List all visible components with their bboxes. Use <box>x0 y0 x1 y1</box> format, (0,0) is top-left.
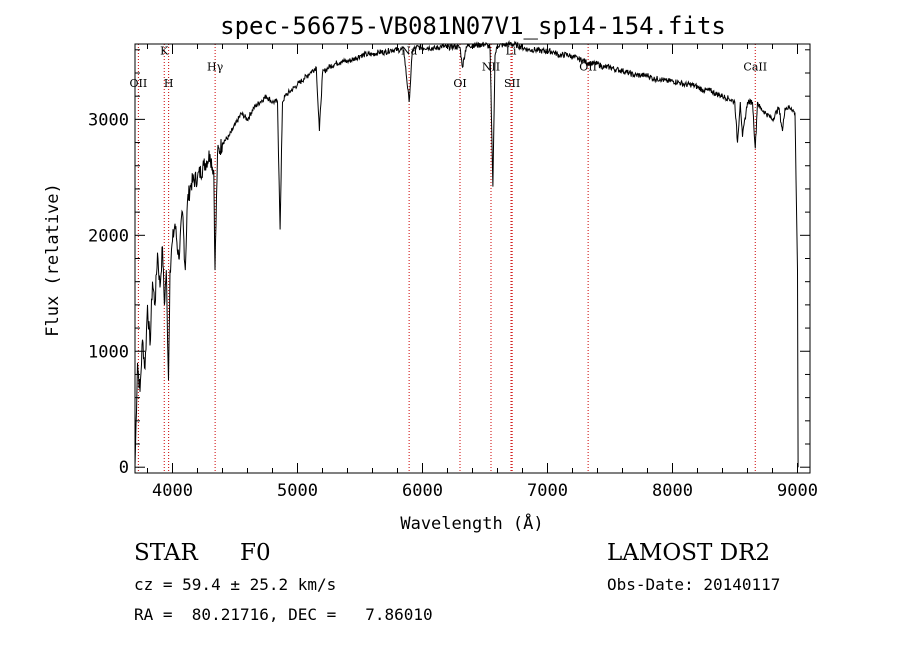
marker-label: Li <box>506 44 517 57</box>
spectrum-plot: spec-56675-VB081N07V1_sp14-154.fits OII K… <box>43 12 818 534</box>
x-tick-label: 9000 <box>777 481 818 501</box>
x-tick-label: 5000 <box>277 481 318 501</box>
marker-label: Hγ <box>207 61 224 74</box>
marker-label: CaII <box>743 61 767 74</box>
x-tick-label: 8000 <box>652 481 693 501</box>
spectrum-line <box>134 39 799 468</box>
marker-label: OII <box>130 77 148 90</box>
survey-name: LAMOST DR2 <box>607 540 771 566</box>
x-tick-label: 4000 <box>152 481 193 501</box>
spectrum-series <box>134 39 799 468</box>
y-tick-label: 2000 <box>88 226 129 246</box>
marker-label: K <box>160 44 169 57</box>
y-axis-ticks: 0 1000 2000 3000 <box>88 49 810 478</box>
coordinates: RA = 80.21716, DEC = 7.86010 <box>134 605 433 624</box>
observation-date: Obs-Date: 20140117 <box>607 575 781 594</box>
marker-label: NII <box>482 61 500 74</box>
x-tick-label: 6000 <box>402 481 443 501</box>
marker-label: SII <box>504 77 520 90</box>
chart-title: spec-56675-VB081N07V1_sp14-154.fits <box>220 12 726 40</box>
y-tick-label: 0 <box>119 458 129 478</box>
plot-frame <box>134 43 811 474</box>
x-tick-label: 7000 <box>527 481 568 501</box>
x-axis-ticks: 4000 5000 6000 7000 8000 9000 <box>147 44 818 501</box>
y-tick-label: 3000 <box>88 110 129 130</box>
redshift-velocity: cz = 59.4 ± 25.2 km/s <box>134 575 337 594</box>
marker-label: OI <box>453 77 466 90</box>
y-axis-label: Flux (relative) <box>43 183 63 337</box>
object-type: STAR <box>134 540 198 566</box>
y-tick-label: 1000 <box>88 342 129 362</box>
spectral-subclass: F0 <box>240 540 271 566</box>
marker-label: H <box>164 77 174 90</box>
x-axis-label: Wavelength (Å) <box>400 512 543 534</box>
